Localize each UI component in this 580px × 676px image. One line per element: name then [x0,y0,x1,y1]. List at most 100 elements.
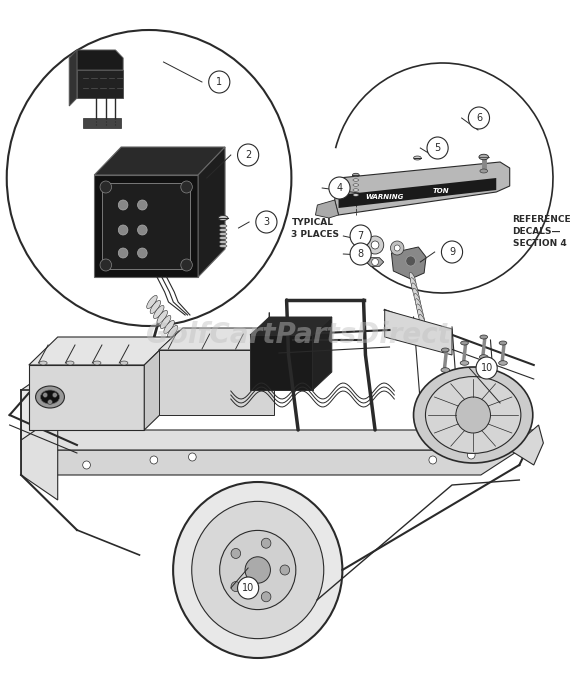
Text: GolfCartPartsDirect: GolfCartPartsDirect [146,321,451,349]
Circle shape [137,225,147,235]
Polygon shape [21,450,519,475]
Text: TON: TON [433,188,450,194]
Polygon shape [510,425,543,465]
Polygon shape [385,310,452,355]
Polygon shape [335,162,510,215]
Ellipse shape [353,178,358,181]
Circle shape [280,565,289,575]
Circle shape [173,482,342,658]
Ellipse shape [150,300,161,314]
Polygon shape [77,70,123,98]
Text: 7: 7 [357,231,364,241]
Polygon shape [313,317,332,390]
Circle shape [100,259,111,271]
Polygon shape [339,178,496,208]
Ellipse shape [353,189,358,191]
Ellipse shape [353,174,358,176]
Circle shape [329,177,350,199]
Circle shape [262,538,271,548]
Circle shape [350,243,371,265]
Circle shape [256,211,277,233]
Polygon shape [21,430,534,450]
Circle shape [231,581,241,592]
Ellipse shape [353,173,359,176]
Polygon shape [29,365,144,430]
Ellipse shape [460,361,469,365]
Ellipse shape [35,386,64,408]
Circle shape [181,181,193,193]
Circle shape [118,200,128,210]
Circle shape [137,248,147,258]
Circle shape [100,181,111,193]
Circle shape [48,400,52,404]
Circle shape [245,557,270,583]
Ellipse shape [499,361,508,365]
Ellipse shape [415,299,422,312]
Ellipse shape [164,320,175,333]
Ellipse shape [41,390,60,404]
Ellipse shape [353,184,358,187]
Ellipse shape [120,361,128,365]
Circle shape [476,357,497,379]
Text: 9: 9 [449,247,455,257]
Ellipse shape [409,272,416,285]
Polygon shape [29,337,173,365]
Ellipse shape [147,295,157,308]
Polygon shape [69,50,77,106]
Ellipse shape [219,233,227,235]
Ellipse shape [461,341,469,345]
Ellipse shape [219,241,227,243]
Ellipse shape [480,335,488,339]
Ellipse shape [177,341,188,354]
Polygon shape [159,350,274,415]
Ellipse shape [426,377,521,454]
Ellipse shape [419,314,426,328]
Text: 3: 3 [263,217,270,227]
Circle shape [467,451,475,459]
Ellipse shape [480,355,488,359]
Polygon shape [21,390,57,500]
Ellipse shape [441,368,450,372]
Circle shape [118,225,128,235]
Circle shape [192,502,324,639]
Circle shape [390,241,404,255]
Circle shape [394,245,400,251]
Ellipse shape [174,335,184,349]
Circle shape [83,461,90,469]
Ellipse shape [418,309,425,322]
Polygon shape [367,258,384,266]
Circle shape [118,248,128,258]
Ellipse shape [219,224,227,228]
Polygon shape [102,183,190,269]
Ellipse shape [479,154,488,160]
Ellipse shape [414,293,420,306]
Circle shape [150,456,158,464]
Ellipse shape [413,288,419,301]
Circle shape [181,259,193,271]
Ellipse shape [154,306,164,318]
Ellipse shape [416,304,423,317]
Text: 8: 8 [358,249,364,259]
Circle shape [469,107,490,129]
Text: 10: 10 [242,583,254,593]
Text: 2: 2 [245,150,251,160]
Polygon shape [316,200,339,218]
Ellipse shape [219,237,227,239]
Circle shape [367,236,384,254]
Ellipse shape [499,341,507,345]
Polygon shape [250,317,332,335]
Text: 10: 10 [480,363,493,373]
Circle shape [429,456,437,464]
Ellipse shape [441,348,449,352]
Polygon shape [392,247,426,279]
Polygon shape [94,175,198,277]
Circle shape [406,256,415,266]
Circle shape [427,137,448,159]
Circle shape [350,225,371,247]
Text: 6: 6 [476,113,482,123]
Ellipse shape [412,283,418,296]
Polygon shape [21,365,57,440]
Circle shape [238,144,259,166]
Text: 5: 5 [434,143,441,153]
Polygon shape [77,50,123,70]
